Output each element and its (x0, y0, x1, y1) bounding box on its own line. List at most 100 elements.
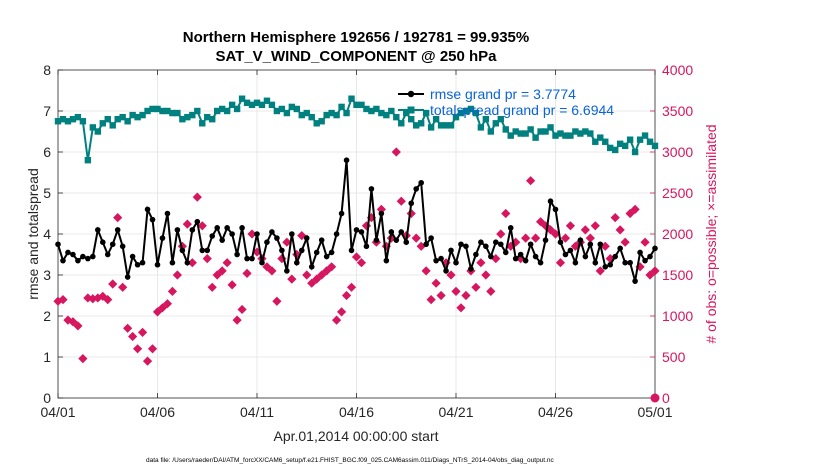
obs-point (506, 241, 516, 251)
totalspread-point (572, 128, 579, 135)
legend-rmse-marker (407, 90, 415, 98)
totalspread-point (214, 107, 221, 115)
obs-point (197, 221, 207, 231)
y-axis-right-label: # of obs: o=possible; ×=assimilated (703, 124, 719, 343)
totalspread-point (189, 111, 196, 119)
rmse-point (174, 227, 181, 233)
totalspread-point (467, 105, 475, 113)
totalspread-point (308, 113, 315, 121)
obs-point (595, 266, 605, 276)
totalspread-point (169, 109, 176, 117)
x-tick-label: 04/11 (240, 404, 274, 420)
obs-point (396, 196, 406, 206)
totalspread-point (477, 124, 485, 131)
obs-point-end (650, 393, 660, 403)
totalspread-point (607, 144, 614, 152)
rmse-point (199, 247, 206, 254)
obs-point (237, 304, 247, 315)
totalspread-point (64, 118, 72, 125)
totalspread-point (218, 105, 226, 113)
rmse-point (159, 235, 166, 241)
obs-point (481, 270, 491, 280)
totalspread-point (562, 132, 569, 139)
obs-point (336, 307, 347, 317)
totalspread-point (199, 120, 206, 127)
totalspread-point (323, 111, 330, 119)
rmse-point (129, 253, 136, 260)
totalspread-point (74, 113, 82, 121)
y-tick-label: 2 (43, 308, 51, 324)
rmse-point (75, 257, 81, 264)
rmse-point (488, 253, 494, 260)
obs-point (83, 293, 93, 303)
totalspread-point (164, 107, 171, 115)
totalspread-point (437, 122, 445, 129)
x-tick-label: 04/06 (140, 404, 175, 420)
totalspread-point (278, 105, 286, 113)
legend-rmse-label: rmse grand pr = 3.7774 (430, 86, 576, 102)
rmse-point (224, 225, 230, 231)
totalspread-point (393, 113, 400, 121)
obs-point (172, 270, 182, 280)
rmse-point (219, 237, 225, 243)
obs-point (431, 278, 441, 288)
totalspread-point (104, 116, 111, 123)
totalspread-point (179, 116, 186, 123)
totalspread-point (487, 128, 495, 135)
totalspread-point (338, 103, 345, 111)
totalspread-point (114, 116, 121, 123)
totalspread-point (567, 132, 574, 139)
rmse-point (269, 229, 275, 235)
totalspread-point (368, 107, 375, 115)
obs-point (167, 286, 178, 296)
obs-point (501, 208, 511, 219)
rmse-point (592, 259, 599, 266)
obs-point (267, 266, 277, 276)
totalspread-point (577, 130, 584, 137)
totalspread-point (243, 99, 251, 106)
obs-point (341, 290, 352, 301)
totalspread-point (109, 122, 116, 129)
totalspread-point (626, 136, 634, 143)
obs-point (287, 274, 297, 284)
rmse-point (294, 259, 300, 266)
rmse-point (458, 241, 464, 248)
x-tick-label: 04/16 (339, 404, 374, 420)
obs-point (113, 213, 123, 223)
rmse-point (537, 259, 544, 266)
totalspread-point (94, 128, 101, 135)
rmse-point (547, 198, 554, 204)
rmse-point (214, 225, 220, 231)
obs-point (436, 290, 446, 301)
x-tick-label: 04/21 (438, 404, 473, 420)
rmse-point (398, 229, 405, 235)
totalspread-point (303, 109, 310, 117)
rmse-point (373, 237, 380, 243)
obs-point (540, 221, 551, 231)
obs-point (227, 280, 237, 290)
obs-point (620, 237, 630, 247)
rmse-point (473, 251, 479, 258)
totalspread-point (631, 148, 639, 156)
x-tick-label: 04/26 (538, 404, 573, 420)
obs-point (476, 258, 486, 268)
rmse-point (497, 241, 504, 248)
obs-point (133, 344, 143, 354)
totalspread-point (139, 111, 146, 119)
totalspread-point (223, 107, 231, 115)
totalspread-point (194, 107, 201, 115)
totalspread-point (403, 109, 410, 117)
rmse-point (264, 239, 270, 245)
rmse-point (104, 251, 111, 258)
totalspread-point (228, 101, 236, 109)
obs-point (526, 176, 536, 186)
totalspread-point (209, 116, 216, 123)
obs-point (426, 295, 436, 305)
totalspread-point (293, 105, 300, 113)
rmse-point (428, 235, 434, 241)
obs-point (376, 204, 386, 214)
rmse-point (184, 259, 191, 266)
x-axis: 04/01 04/06 04/11 04/16 04/21 04/26 05/01 (40, 70, 673, 420)
totalspread-point (348, 95, 355, 102)
rmse-point (617, 245, 623, 252)
